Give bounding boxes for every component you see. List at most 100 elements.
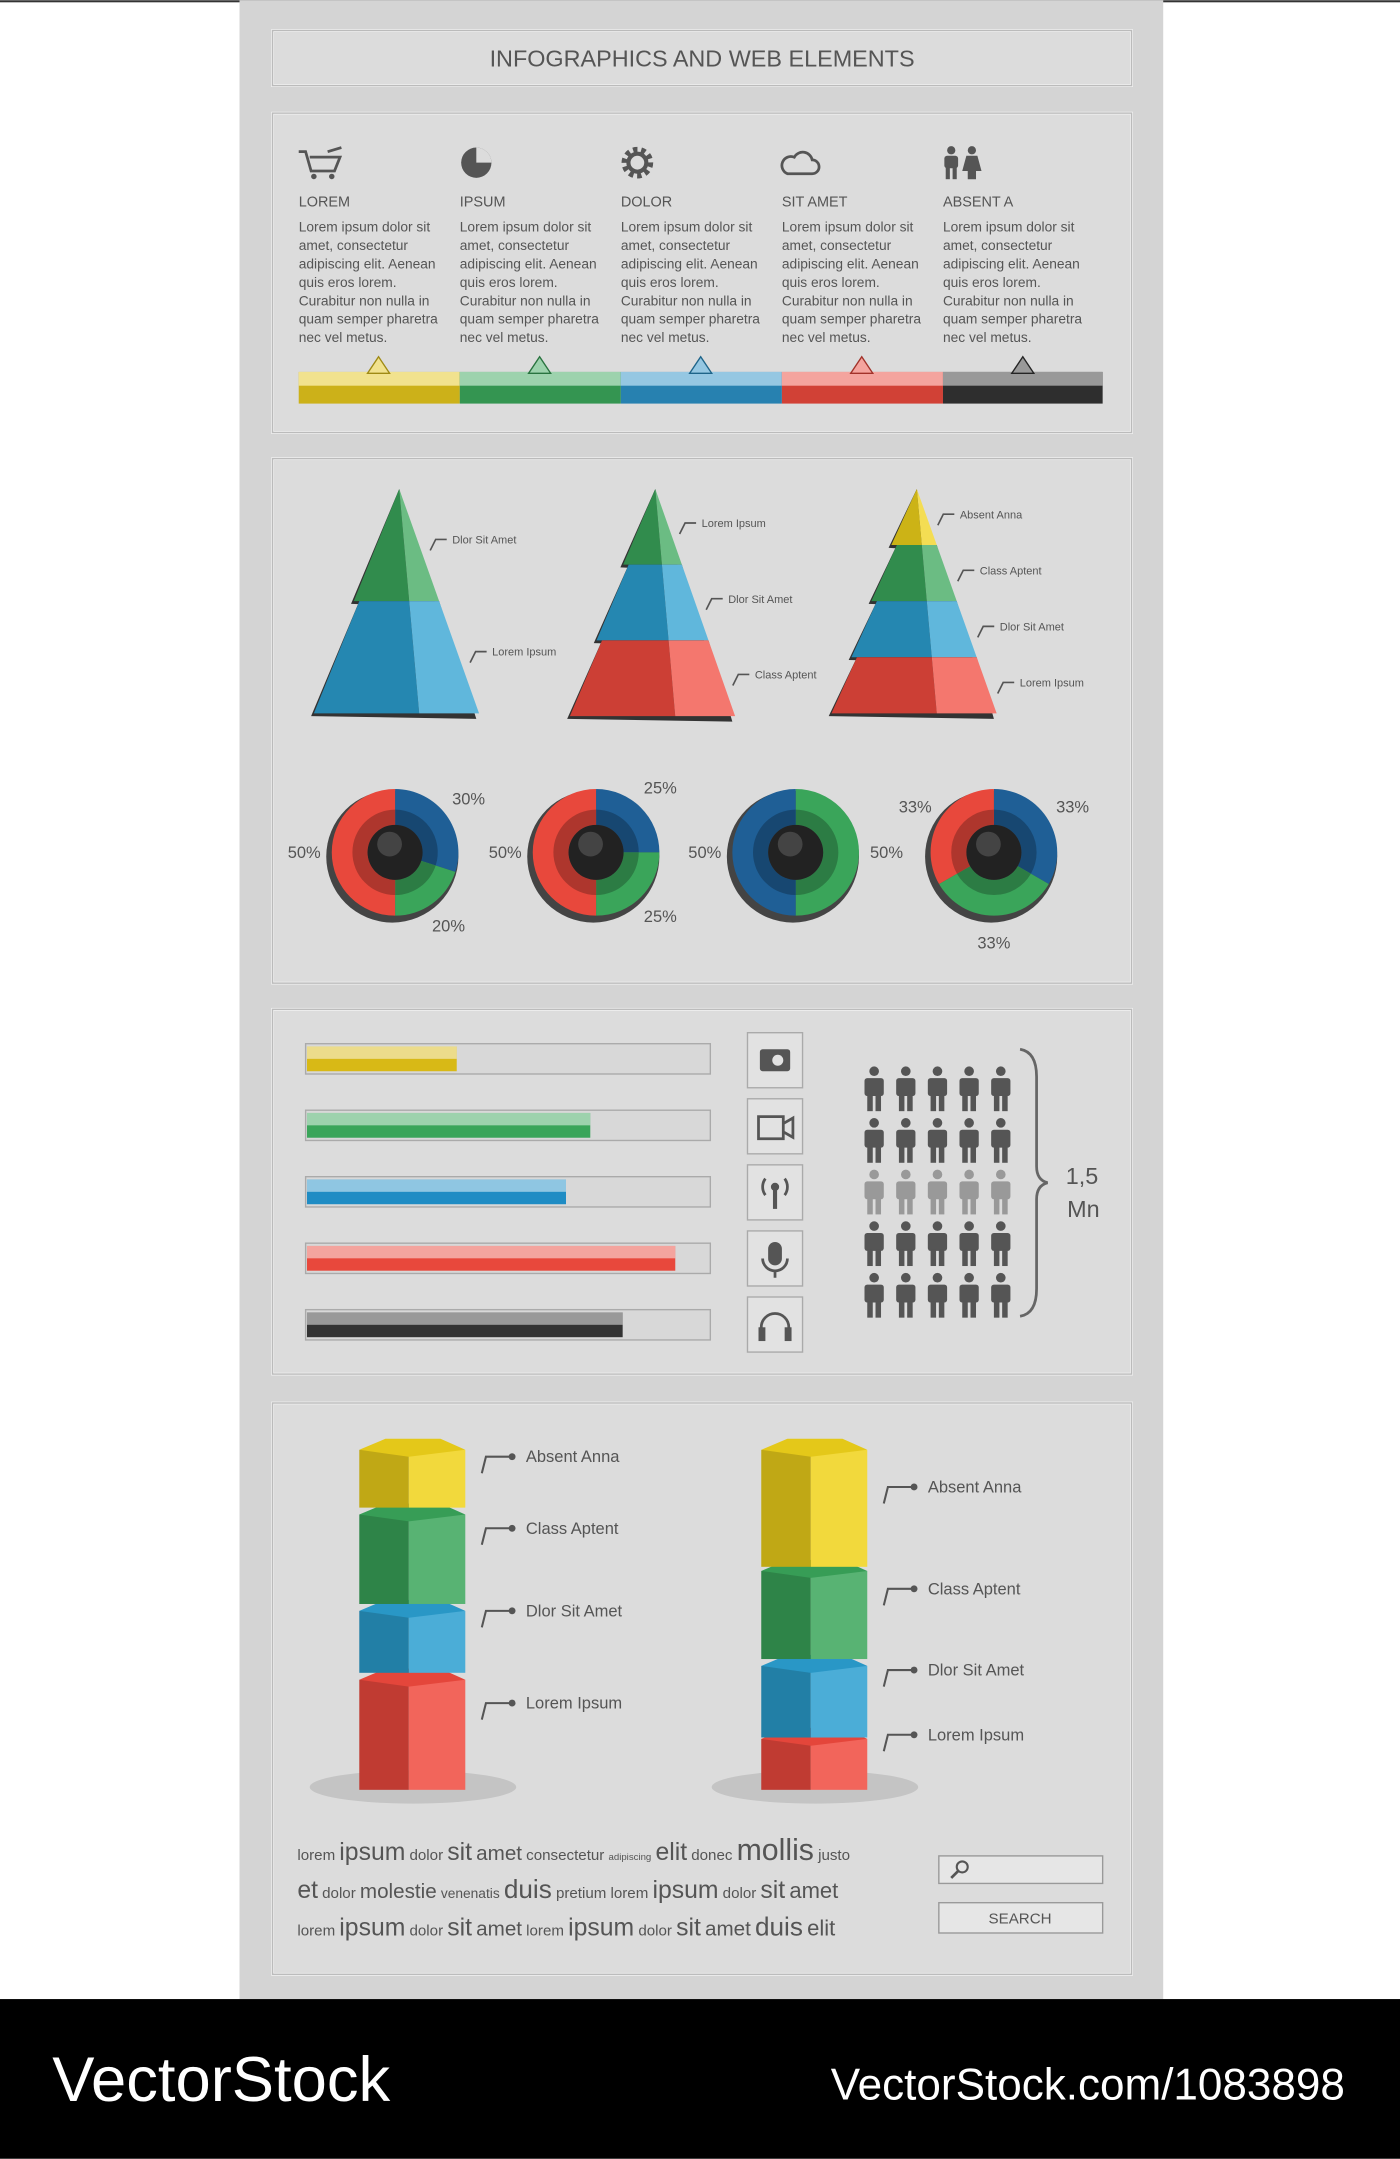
search-input[interactable] (938, 1855, 1104, 1885)
cloud-word: ipsum (339, 1839, 405, 1866)
label-leader (705, 597, 723, 611)
pyramid-left-face (596, 564, 669, 641)
tower-right-face (810, 1738, 868, 1790)
microphone-icon (761, 1241, 789, 1278)
person-icon (896, 1221, 916, 1267)
person-leg (867, 1197, 873, 1215)
donut-inner-ring (956, 866, 1031, 896)
person-leg (962, 1249, 968, 1267)
cloud-word: amet (705, 1918, 751, 1941)
donut-label: 25% (644, 908, 677, 926)
label-leader (429, 538, 447, 551)
person-body (896, 1078, 916, 1097)
feature-text: quis eros lorem. (943, 275, 1041, 290)
donut-inner-ring (395, 860, 436, 896)
search: SEARCH (938, 1855, 1104, 1934)
tower-right-face (810, 1449, 868, 1567)
feature-text: Curabitur non nulla in (460, 293, 591, 308)
feature-text: Curabitur non nulla in (943, 293, 1074, 308)
person-head (964, 1221, 974, 1231)
person-leg (907, 1249, 913, 1267)
feature-text: quam semper pharetra (460, 312, 599, 327)
tower-right-face (810, 1665, 868, 1738)
feature-text: Curabitur non nulla in (299, 293, 430, 308)
person-leg (970, 1146, 977, 1163)
cloud-word: ipsum (652, 1877, 718, 1904)
pyramid-label: Dlor Sit Amet (728, 594, 792, 606)
leader-dot (910, 1585, 918, 1593)
person-body (959, 1232, 979, 1251)
tower-label: Lorem Ipsum (526, 1695, 622, 1713)
person-leg (962, 1301, 968, 1318)
feature-text: Lorem ipsum dolor sit (299, 220, 431, 235)
feature-bar-highlight (620, 371, 782, 386)
person-body (959, 1284, 979, 1303)
person-icon (991, 1118, 1011, 1163)
person-leg (938, 1301, 945, 1318)
pyramid-label: Class Aptent (755, 670, 817, 682)
person-body (864, 1232, 884, 1251)
person-leg (1002, 1197, 1008, 1215)
pyramid-right-face (926, 601, 977, 658)
person-leg (993, 1094, 1000, 1112)
person-icon (864, 1169, 884, 1215)
person-leg (1002, 1301, 1008, 1318)
word-cloud: lorem ipsum dolor sit amet consectetur adipisc… (297, 1834, 850, 1942)
feature-heading: IPSUM (460, 195, 506, 211)
person-body (864, 1181, 884, 1200)
feature-text: amet, consectetur (460, 238, 570, 253)
icon-box (746, 1296, 804, 1353)
people-unit: Mn (1067, 1196, 1100, 1222)
person-head (869, 1169, 879, 1180)
leader-dot (910, 1483, 918, 1491)
pyramid-right-face (409, 601, 480, 714)
person-leg (898, 1249, 905, 1267)
person-body (959, 1078, 979, 1097)
feature-text: adipiscing elit. Aenean (782, 256, 919, 271)
feature-text: adipiscing elit. Aenean (299, 256, 436, 271)
person-leg (867, 1146, 873, 1163)
progress-bars (304, 1043, 712, 1341)
bar-highlight (306, 1112, 591, 1126)
cloud-word: lorem (611, 1885, 649, 1902)
donut-center-gloss (777, 831, 803, 857)
person-leg (962, 1146, 968, 1163)
person-icon (959, 1272, 979, 1318)
person-leg (907, 1146, 913, 1163)
person-head (995, 1221, 1006, 1231)
feature-heading: ABSENT A (943, 195, 1014, 211)
donut-segment (596, 789, 660, 853)
person-body (991, 1078, 1011, 1097)
feature-text: Lorem ipsum dolor sit (782, 220, 914, 235)
pyramid-label: Dlor Sit Amet (452, 535, 516, 547)
tower-right-face (408, 1610, 466, 1673)
feature-text: Lorem ipsum dolor sit (460, 220, 592, 235)
person-leg (907, 1094, 913, 1112)
person-leg (993, 1197, 1000, 1215)
leader-dot (910, 1666, 918, 1674)
search-button-label[interactable]: SEARCH (989, 1910, 1052, 1927)
person-leg (907, 1301, 913, 1318)
feature-text: Lorem ipsum dolor sit (621, 220, 753, 235)
pyramid-right-face (668, 640, 736, 717)
leader-dot (910, 1731, 918, 1739)
towers-panel-border (271, 1402, 1133, 1975)
search-button[interactable] (938, 1902, 1104, 1934)
feature-bar-highlight (298, 371, 460, 386)
pyramid-left-face (851, 601, 932, 658)
person-leg (898, 1146, 905, 1163)
person-leg (962, 1197, 968, 1215)
cloud-word: sit (760, 1877, 785, 1904)
cloud-word: dolor (723, 1885, 757, 1902)
person-body (896, 1129, 916, 1148)
pyramid-left-face (831, 657, 937, 714)
person-body (896, 1181, 916, 1200)
feature-text: amet, consectetur (782, 238, 892, 253)
person-icon (896, 1066, 916, 1112)
person-head (869, 1272, 879, 1283)
feature-text: quis eros lorem. (299, 275, 397, 290)
person-head (995, 1118, 1006, 1128)
pyramid-label: Lorem Ipsum (1020, 678, 1084, 690)
leader-dot (508, 1524, 516, 1532)
cloud-word: elit (655, 1839, 687, 1866)
